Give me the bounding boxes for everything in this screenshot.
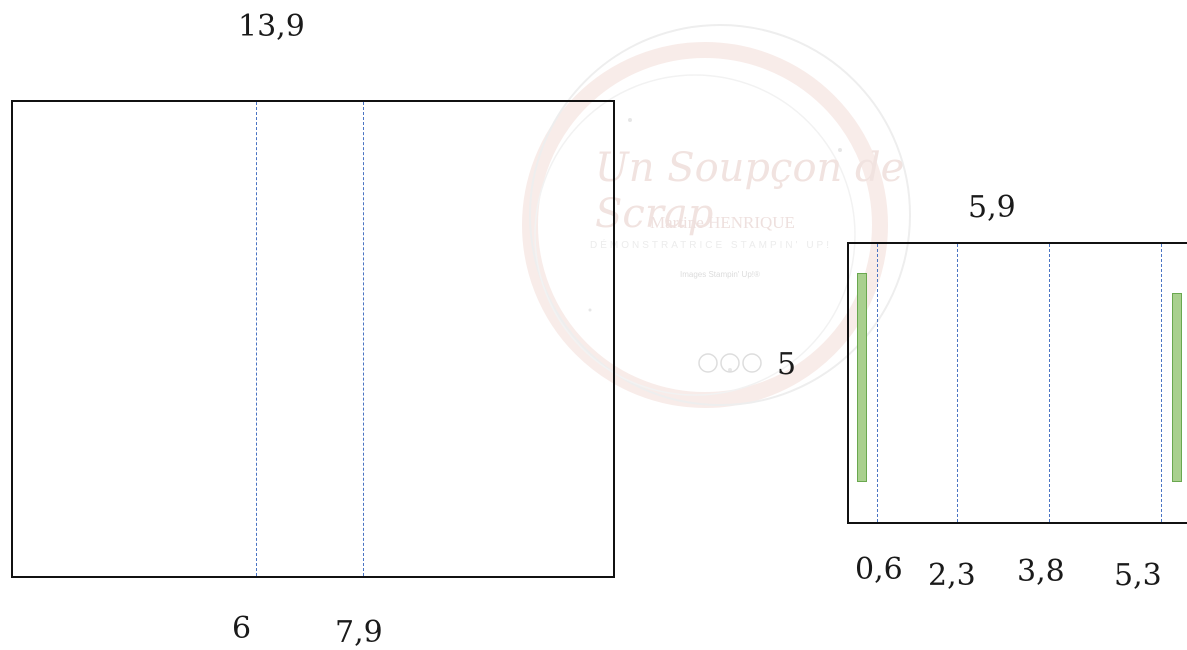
watermark-subtitle-text: DÉMONSTRATRICE STAMPIN' UP! <box>590 240 832 251</box>
right-card-fold-line-4 <box>1161 244 1162 522</box>
left-card-fold-label-1: 6 <box>232 611 252 646</box>
pinterest-icon <box>742 353 762 373</box>
left-card-fold-line-2 <box>363 102 364 576</box>
right-card-fold-line-2 <box>957 244 958 522</box>
right-card-fold-label-1: 0,6 <box>855 552 903 587</box>
right-card-outline <box>847 242 1187 524</box>
left-card-width-label: 13,9 <box>238 9 305 44</box>
right-card-fold-label-2: 2,3 <box>928 558 976 593</box>
right-card-fold-label-3: 3,8 <box>1017 554 1065 589</box>
left-card-outline <box>11 100 615 578</box>
watermark-script-text: Un Soupçon de Scrap <box>595 145 905 237</box>
right-card-fold-line-3 <box>1049 244 1050 522</box>
facebook-icon <box>698 353 718 373</box>
right-card-strip-left <box>857 273 867 482</box>
youtube-icon <box>720 353 740 373</box>
right-card-width-label: 5,9 <box>968 190 1016 225</box>
watermark-small-text: Images Stampin' Up!® <box>680 270 760 279</box>
right-card-height-label: 5 <box>777 347 797 382</box>
left-card-fold-line-1 <box>256 102 257 576</box>
left-card-fold-label-2: 7,9 <box>335 615 383 650</box>
right-card-fold-line-1 <box>877 244 878 522</box>
right-card-strip-right <box>1172 293 1182 482</box>
watermark-name-text: Martine HENRIQUE <box>650 213 795 232</box>
right-card-fold-label-4: 5,3 <box>1114 558 1162 593</box>
